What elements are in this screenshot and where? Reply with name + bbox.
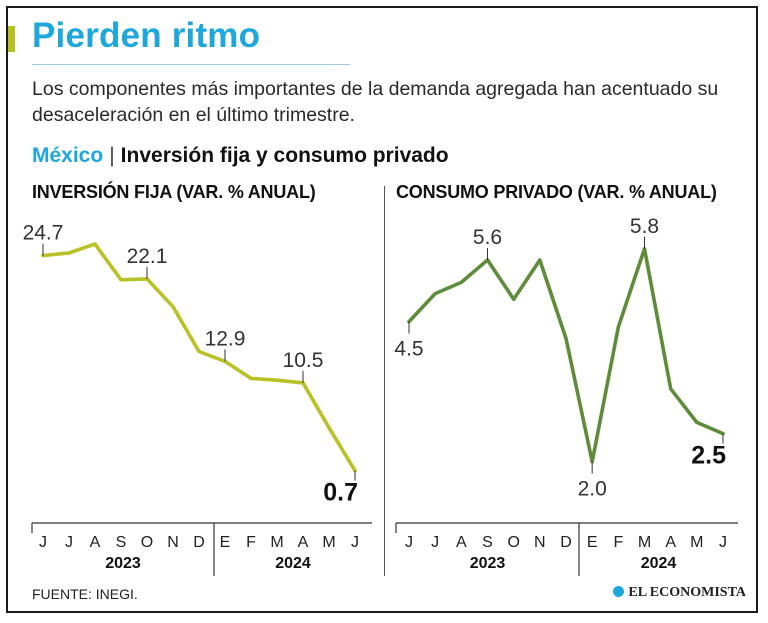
section-country: México xyxy=(32,144,104,167)
section-topic: Inversión fija y consumo privado xyxy=(120,144,449,167)
inversion-data-point xyxy=(327,426,331,430)
inversion-data-point xyxy=(171,305,175,309)
page-subtitle: Los componentes más importantes de la de… xyxy=(32,78,719,126)
consumo-value-label: 5.6 xyxy=(473,226,502,249)
section-heading: México | Inversión fija y consumo privado xyxy=(32,144,449,168)
source-note: FUENTE: INEGI. xyxy=(32,586,138,602)
consumo-x-tick-label: A xyxy=(456,534,467,551)
consumo-year-label: 2024 xyxy=(641,555,677,572)
inversion-chart-title: INVERSIÓN FIJA (VAR. % ANUAL) xyxy=(32,182,316,202)
consumo-series-line xyxy=(407,247,725,464)
inversion-x-tick-label: J xyxy=(39,534,47,551)
inversion-x-tick-label: M xyxy=(270,534,283,551)
consumo-chart-title: CONSUMO PRIVADO (VAR. % ANUAL) xyxy=(396,182,717,202)
consumo-x-tick-label: A xyxy=(665,534,676,551)
inversion-x-tick-label: E xyxy=(220,534,231,551)
inversion-year-label: 2023 xyxy=(105,555,141,572)
section-separator: | xyxy=(109,144,115,167)
consumo-year-label: 2023 xyxy=(470,555,506,572)
consumo-data-point xyxy=(616,325,620,329)
inversion-data-point xyxy=(119,278,123,282)
consumo-data-point xyxy=(512,297,516,301)
consumo-x-tick-label: J xyxy=(431,534,439,551)
inversion-x-tick-label: F xyxy=(246,534,256,551)
inversion-x-tick-label: N xyxy=(167,534,179,551)
consumo-x-tick-label: J xyxy=(719,534,727,551)
infographic-frame xyxy=(6,6,758,613)
inversion-data-point xyxy=(93,242,97,246)
inversion-x-tick-label: A xyxy=(298,534,309,551)
page-title: Pierden ritmo xyxy=(32,16,261,55)
inversion-last-value-label: 0.7 xyxy=(323,479,358,507)
brand-name: EL ECONOMISTA xyxy=(628,585,746,600)
panel-divider xyxy=(384,186,385,576)
consumo-last-value-label: 2.5 xyxy=(691,442,726,470)
consumo-x-tick-label: O xyxy=(507,534,519,551)
inversion-value-label: 24.7 xyxy=(23,222,64,245)
inversion-year-label: 2024 xyxy=(275,555,311,572)
consumo-data-point xyxy=(538,258,542,262)
consumo-x-tick-label: D xyxy=(560,534,572,551)
consumo-value-label: 4.5 xyxy=(394,338,423,361)
inversion-x-tick-label: D xyxy=(193,534,205,551)
inversion-data-point xyxy=(275,378,279,382)
inversion-value-label: 22.1 xyxy=(127,245,168,268)
inversion-value-label: 12.9 xyxy=(205,327,246,350)
consumo-x-tick-label: F xyxy=(613,534,623,551)
inversion-x-tick-label: J xyxy=(65,534,73,551)
consumo-x-tick-label: N xyxy=(534,534,546,551)
consumo-data-point xyxy=(459,280,463,284)
title-rule xyxy=(32,64,350,65)
inversion-data-point xyxy=(249,376,253,381)
brand-mark-icon xyxy=(613,586,625,597)
consumo-x-tick-label: E xyxy=(587,534,598,551)
title-accent-bar xyxy=(8,26,15,52)
inversion-value-label: 10.5 xyxy=(283,349,324,372)
consumo-x-tick-label: M xyxy=(638,534,651,551)
inversion-data-point xyxy=(197,349,201,354)
brand-logo: EL ECONOMISTA xyxy=(613,585,746,601)
inversion-x-tick-label: M xyxy=(322,534,335,551)
consumo-data-point xyxy=(695,420,699,424)
consumo-value-label: 5.8 xyxy=(630,215,659,238)
consumo-data-point xyxy=(564,336,568,340)
consumo-x-tick-label: J xyxy=(405,534,413,551)
inversion-x-tick-label: A xyxy=(90,534,101,551)
consumo-value-label: 2.0 xyxy=(578,478,607,501)
inversion-x-tick-label: J xyxy=(351,534,359,551)
inversion-data-point xyxy=(67,251,71,255)
consumo-x-tick-label: M xyxy=(690,534,703,551)
inversion-x-tick-label: O xyxy=(141,534,153,551)
consumo-x-tick-label: S xyxy=(482,534,493,551)
consumo-data-point xyxy=(669,387,673,391)
consumo-data-point xyxy=(433,292,437,296)
inversion-x-tick-label: S xyxy=(116,534,127,551)
